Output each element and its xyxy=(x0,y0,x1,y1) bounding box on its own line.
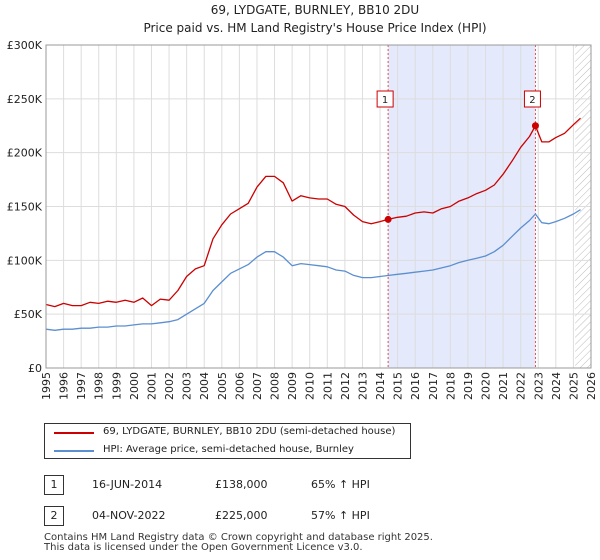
x-tick-label: 2013 xyxy=(356,372,369,400)
legend-label-property: 69, LYDGATE, BURNLEY, BB10 2DU (semi-det… xyxy=(103,426,396,437)
sale-point xyxy=(531,122,539,130)
annotation-badge: 1 xyxy=(44,475,64,495)
y-tick-label: £300K xyxy=(7,39,43,52)
x-tick-label: 2020 xyxy=(480,372,493,400)
x-tick-label: 2025 xyxy=(567,372,580,400)
x-tick-label: 2011 xyxy=(321,372,334,400)
x-tick-label: 1997 xyxy=(75,372,88,400)
series-line-hpi xyxy=(45,209,581,331)
x-tick-label: 2021 xyxy=(497,372,510,400)
legend-swatch-hpi xyxy=(54,450,94,452)
sale-marker-box xyxy=(376,90,394,108)
sale-marker-label: 1 xyxy=(382,95,388,106)
annotation-hpi: 65% ↑ HPI xyxy=(311,478,370,491)
x-tick-label: 2012 xyxy=(339,372,352,400)
x-tick-label: 2008 xyxy=(269,372,282,400)
y-tick-label: £250K xyxy=(7,93,43,106)
footer-line-2: This data is licensed under the Open Gov… xyxy=(44,542,363,553)
legend-swatch-property xyxy=(54,432,94,434)
sale-marker-label: 2 xyxy=(529,95,535,106)
x-tick-label: 1995 xyxy=(40,372,53,400)
annotation-date: 16-JUN-2014 xyxy=(92,478,163,491)
x-tick-label: 2001 xyxy=(145,372,158,400)
x-tick-label: 2024 xyxy=(550,372,563,400)
y-tick-label: £50K xyxy=(14,308,43,321)
annotation-row-2: 2 04-NOV-2022 £225,000 57% ↑ HPI xyxy=(0,506,600,528)
x-tick-label: 2017 xyxy=(427,372,440,400)
annotation-price: £225,000 xyxy=(215,509,268,522)
x-tick-label: 2009 xyxy=(286,372,299,400)
x-tick-label: 2007 xyxy=(251,372,264,400)
series-line-property xyxy=(45,117,581,308)
x-tick-label: 2006 xyxy=(233,372,246,400)
plot-frame xyxy=(45,44,592,369)
legend-item-property: 69, LYDGATE, BURNLEY, BB10 2DU (semi-det… xyxy=(45,424,410,442)
legend: 69, LYDGATE, BURNLEY, BB10 2DU (semi-det… xyxy=(44,423,411,459)
x-tick-label: 2022 xyxy=(515,372,528,400)
footer: Contains HM Land Registry data © Crown c… xyxy=(44,533,433,553)
x-tick-label: 2004 xyxy=(198,372,211,400)
price-chart: 69, LYDGATE, BURNLEY, BB10 2DU Price pai… xyxy=(7,3,598,400)
legend-item-hpi: HPI: Average price, semi-detached house,… xyxy=(45,442,410,460)
y-tick-label: £200K xyxy=(7,147,43,160)
y-tick-label: £0 xyxy=(28,362,42,375)
sale-marker-box xyxy=(523,90,541,108)
x-tick-label: 2019 xyxy=(462,372,475,400)
x-tick-label: 1999 xyxy=(110,372,123,400)
x-tick-label: 2018 xyxy=(444,372,457,400)
footer-line-1: Contains HM Land Registry data © Crown c… xyxy=(44,532,433,543)
x-tick-label: 2014 xyxy=(374,372,387,400)
x-tick-label: 1998 xyxy=(93,372,106,400)
x-tick-label: 2015 xyxy=(392,372,405,400)
x-tick-label: 2023 xyxy=(532,372,545,400)
sale-point xyxy=(384,215,392,223)
x-tick-label: 2026 xyxy=(585,372,598,400)
x-tick-label: 1996 xyxy=(58,372,71,400)
y-tick-label: £100K xyxy=(7,254,43,267)
annotation-hpi: 57% ↑ HPI xyxy=(311,509,370,522)
x-tick-label: 2016 xyxy=(409,372,422,400)
x-tick-label: 2002 xyxy=(163,372,176,400)
annotation-date: 04-NOV-2022 xyxy=(92,509,166,522)
annotation-price: £138,000 xyxy=(215,478,268,491)
x-tick-label: 2000 xyxy=(128,372,141,400)
annotation-badge: 2 xyxy=(44,506,64,526)
chart-subtitle: Price paid vs. HM Land Registry's House … xyxy=(143,21,486,35)
x-tick-label: 2003 xyxy=(181,372,194,400)
chart-title: 69, LYDGATE, BURNLEY, BB10 2DU xyxy=(211,3,419,17)
legend-label-hpi: HPI: Average price, semi-detached house,… xyxy=(103,444,354,455)
x-tick-label: 2005 xyxy=(216,372,229,400)
y-tick-label: £150K xyxy=(7,201,43,214)
annotation-row-1: 1 16-JUN-2014 £138,000 65% ↑ HPI xyxy=(0,475,600,497)
x-tick-label: 2010 xyxy=(304,372,317,400)
